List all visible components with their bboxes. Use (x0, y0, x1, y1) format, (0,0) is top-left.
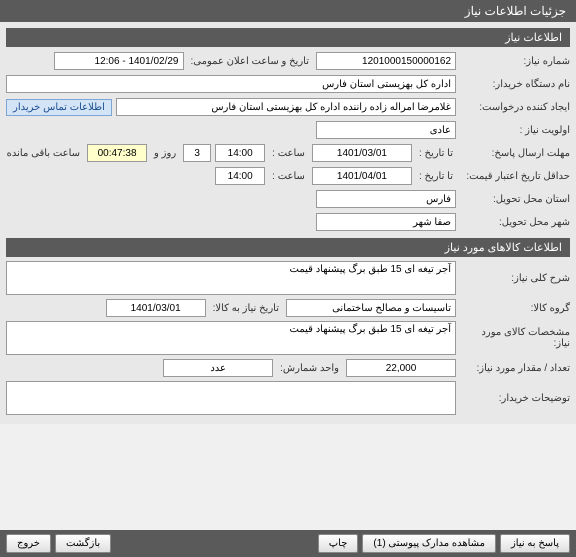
buyer-label: نام دستگاه خریدار: (460, 79, 570, 90)
deadline-date-input[interactable] (312, 144, 412, 162)
remaining-label: ساعت باقی مانده (4, 148, 83, 159)
footer-bar: پاسخ به نیاز مشاهده مدارک پیوستی (1) چاپ… (0, 530, 576, 557)
desc-label: شرح کلی نیاز: (460, 273, 570, 284)
deadline-label: مهلت ارسال پاسخ: (460, 148, 570, 159)
buyer-input[interactable] (6, 75, 456, 93)
deadline-time-label: ساعت : (269, 148, 308, 159)
group-label: گروه کالا: (460, 303, 570, 314)
announce-label: تاریخ و ساعت اعلان عمومی: (188, 56, 313, 67)
section1-header: اطلاعات نیاز (6, 28, 570, 47)
validity-date-input[interactable] (312, 167, 412, 185)
days-label: روز و (151, 148, 179, 159)
days-input[interactable] (183, 144, 211, 162)
province-input[interactable] (316, 190, 456, 208)
back-button[interactable]: بازگشت (55, 534, 111, 553)
spec-textarea[interactable] (6, 321, 456, 355)
creator-label: ایجاد کننده درخواست: (460, 102, 570, 113)
qty-label: تعداد / مقدار مورد نیاز: (460, 363, 570, 374)
to-date-label: تا تاریخ : (416, 148, 456, 159)
spec-label: مشخصات کالای مورد نیاز: (460, 327, 570, 349)
unit-input[interactable] (163, 359, 273, 377)
request-no-input[interactable] (316, 52, 456, 70)
group-input[interactable] (286, 299, 456, 317)
unit-label: واحد شمارش: (277, 363, 342, 374)
validity-time-input[interactable] (215, 167, 265, 185)
buyer-note-textarea[interactable] (6, 381, 456, 415)
countdown-input (87, 144, 147, 162)
validity-to-date-label: تا تاریخ : (416, 171, 456, 182)
need-date-label: تاریخ نیاز به کالا: (210, 303, 282, 314)
city-input[interactable] (316, 213, 456, 231)
attachments-button[interactable]: مشاهده مدارک پیوستی (1) (362, 534, 496, 553)
contact-buyer-button[interactable]: اطلاعات تماس خریدار (6, 99, 112, 116)
reply-button[interactable]: پاسخ به نیاز (500, 534, 570, 553)
window-title: جزئیات اطلاعات نیاز (465, 4, 566, 18)
priority-label: اولویت نیاز : (460, 125, 570, 136)
validity-time-label: ساعت : (269, 171, 308, 182)
section2-header: اطلاعات کالاهای مورد نیاز (6, 238, 570, 257)
validity-label: حداقل تاریخ اعتبار قیمت: (460, 171, 570, 182)
deadline-time-input[interactable] (215, 144, 265, 162)
need-date-input[interactable] (106, 299, 206, 317)
buyer-note-label: توضیحات خریدار: (460, 393, 570, 404)
desc-textarea[interactable] (6, 261, 456, 295)
print-button[interactable]: چاپ (318, 534, 359, 553)
exit-button[interactable]: خروج (6, 534, 51, 553)
request-no-label: شماره نیاز: (460, 56, 570, 67)
announce-input[interactable] (54, 52, 184, 70)
creator-input[interactable] (116, 98, 456, 116)
priority-input[interactable] (316, 121, 456, 139)
window-titlebar: جزئیات اطلاعات نیاز (0, 0, 576, 22)
province-label: استان محل تحویل: (460, 194, 570, 205)
qty-input[interactable] (346, 359, 456, 377)
city-label: شهر محل تحویل: (460, 217, 570, 228)
